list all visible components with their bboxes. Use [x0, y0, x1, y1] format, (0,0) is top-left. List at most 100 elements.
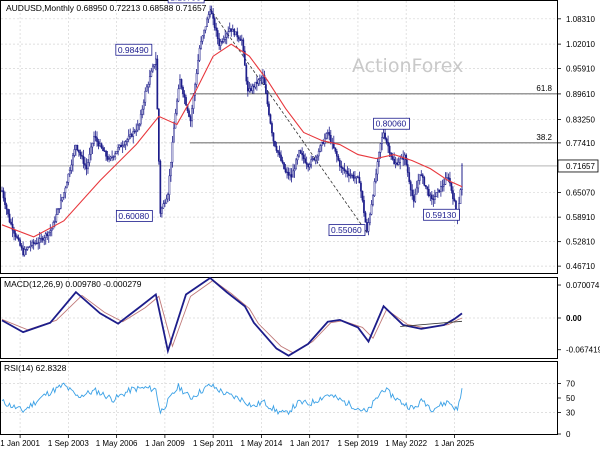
candle-body	[343, 168, 346, 171]
candle-body	[195, 73, 198, 85]
candle-body	[207, 14, 210, 20]
candle-body	[100, 143, 103, 148]
price-callout-label: 0.60080	[118, 211, 149, 221]
candle-body	[182, 87, 184, 95]
candle-body	[165, 198, 168, 204]
candle-body	[438, 189, 441, 192]
x-tick-label: 1 Sep 2019	[337, 439, 378, 448]
candle-body	[396, 162, 398, 165]
candle-body	[25, 248, 27, 251]
price-callout-label: 0.59130	[425, 210, 456, 220]
candle-body	[437, 189, 439, 193]
candle-body	[62, 192, 65, 198]
candle-body	[305, 162, 308, 165]
candle-body	[8, 213, 11, 223]
candle-body	[260, 77, 263, 79]
moving-average-line	[1, 43, 463, 238]
candle-body	[435, 192, 438, 197]
candle-body	[7, 208, 9, 215]
candle-body	[447, 177, 450, 179]
candle-body	[177, 88, 180, 102]
candle-body	[366, 222, 368, 232]
timeframe-label: Monthly	[44, 3, 75, 13]
candle-body	[102, 147, 104, 152]
candle-body	[56, 208, 59, 215]
price-header: AUDUSD,Monthly 0.68950 0.72213 0.68588 0…	[6, 3, 207, 13]
candle-body	[427, 189, 430, 197]
candle-body	[38, 238, 41, 243]
grid-lines	[1, 1, 557, 434]
candle-body	[55, 214, 58, 222]
candle-body	[231, 29, 234, 32]
candle-body	[90, 146, 92, 155]
candle-body	[277, 150, 279, 153]
macd-y-tick-label: 0.00	[566, 314, 582, 323]
candle-body	[332, 142, 335, 148]
macd-y-tick-label: 0.070074	[566, 281, 600, 290]
candle-body	[314, 156, 317, 161]
candle-body	[150, 70, 153, 77]
candle-body	[106, 156, 109, 160]
candle-body	[20, 245, 23, 249]
candle-body	[11, 223, 14, 231]
candle-body	[132, 131, 135, 137]
candle-body	[405, 154, 408, 165]
candle-body	[346, 171, 349, 174]
candle-body	[138, 123, 141, 126]
candle-body	[174, 113, 177, 129]
current-price-label: 0.71657	[566, 162, 595, 171]
y-tick-label: 0.95910	[566, 65, 595, 74]
candle-body	[76, 144, 79, 151]
candle-body	[79, 152, 82, 156]
candle-body	[409, 181, 412, 191]
candle-body	[253, 85, 255, 88]
candle-body	[145, 86, 148, 92]
candle-body	[461, 164, 463, 190]
candle-body	[197, 60, 199, 74]
y-tick-label: 0.77410	[566, 139, 595, 148]
candle-body	[227, 31, 230, 35]
candle-body	[242, 39, 245, 52]
candle-body	[293, 168, 296, 172]
candle-body	[289, 174, 291, 176]
candle-body	[278, 152, 281, 156]
candle-body	[363, 199, 365, 214]
price-trendline	[209, 8, 368, 233]
candle-body	[385, 138, 388, 143]
candle-body	[114, 153, 116, 157]
y-tick-label: 0.52810	[566, 238, 595, 247]
candle-body	[283, 162, 285, 169]
candle-body	[23, 249, 26, 256]
candle-body	[441, 185, 444, 188]
candle-body	[335, 151, 338, 157]
candle-body	[156, 58, 159, 110]
candle-body	[69, 170, 71, 175]
candle-body	[66, 182, 68, 189]
candle-body	[272, 132, 275, 142]
candle-body	[301, 152, 303, 156]
candle-body	[455, 200, 457, 211]
candle-body	[251, 85, 254, 91]
candle-body	[429, 194, 432, 197]
candle-body	[198, 47, 201, 61]
candle-body	[88, 154, 91, 163]
candle-body	[91, 142, 94, 148]
candle-body	[411, 189, 414, 196]
candle-body	[97, 141, 100, 147]
candle-body	[34, 242, 37, 245]
candle-body	[364, 212, 367, 223]
candle-body	[87, 162, 89, 170]
candle-body	[299, 150, 302, 154]
candle-body	[103, 150, 106, 152]
candle-body	[355, 176, 358, 179]
candle-body	[136, 124, 139, 131]
candle-body	[67, 173, 70, 183]
candle-body	[263, 74, 266, 85]
candle-body	[46, 233, 49, 236]
candle-body	[424, 184, 427, 187]
candle-body	[161, 207, 163, 214]
candle-body	[43, 237, 46, 241]
price-callout-box	[115, 43, 153, 56]
candle-body	[191, 108, 193, 122]
candle-body	[281, 160, 284, 163]
